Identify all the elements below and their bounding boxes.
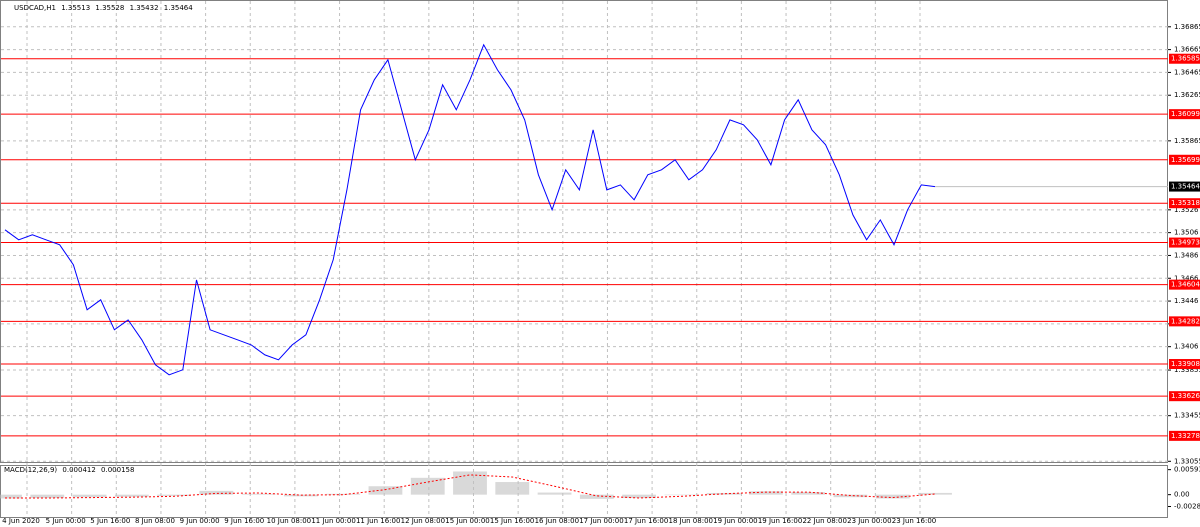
x-tick-label: 23 Jun 00:00: [847, 517, 891, 525]
macd-value: 0.000412: [62, 466, 95, 474]
x-tick-label: 9 Jun 00:00: [180, 517, 220, 525]
level-label: 1.35699: [1171, 156, 1200, 164]
current-price-bg: [1169, 181, 1200, 192]
y-tick-label: 1.33455: [1174, 412, 1200, 420]
signal-value: 0.000158: [101, 466, 134, 474]
level-label-bg: [1169, 279, 1200, 290]
x-tick-label: 17 Jun 00:00: [579, 517, 623, 525]
macd-bar: [664, 494, 699, 496]
macd-bar: [326, 493, 361, 495]
macd-bar: [368, 486, 403, 495]
y-tick-label: 1.3466: [1174, 274, 1199, 282]
macd-bar: [579, 494, 614, 499]
close: 1.35464: [164, 4, 193, 12]
macd-bar: [72, 494, 107, 498]
x-tick-label: 9 Jun 16:00: [224, 517, 264, 525]
level-label-bg: [1169, 53, 1200, 64]
level-label: 1.33908: [1171, 360, 1200, 368]
x-tick-label: 11 Jun 16:00: [356, 517, 400, 525]
x-tick-label: 15 Jun 16:00: [490, 517, 534, 525]
y-tick-label: 1.3526: [1174, 206, 1199, 214]
y-tick-label: 1.35865: [1174, 137, 1200, 145]
x-tick-label: 10 Jun 08:00: [267, 517, 311, 525]
main-panel: [0, 0, 1168, 463]
macd-bar: [537, 492, 572, 495]
x-tick-label: 16 Jun 08:00: [535, 517, 579, 525]
y-tick-label: 1.33855: [1174, 366, 1200, 374]
level-label: 1.34973: [1171, 239, 1200, 247]
level-label: 1.33278: [1171, 432, 1200, 440]
x-tick-label: 19 Jun 00:00: [713, 517, 757, 525]
macd-bar: [791, 492, 826, 495]
symbol: USDCAD,H1: [14, 4, 56, 12]
level-label: 1.33626: [1171, 392, 1200, 400]
x-tick-label: 18 Jun 08:00: [669, 517, 713, 525]
y-tick-label: 1.3446: [1174, 297, 1199, 305]
x-tick-label: 22 Jun 08:00: [802, 517, 846, 525]
x-tick-label: 5 Jun 00:00: [46, 517, 86, 525]
x-tick-label: 23 Jun 16:00: [892, 517, 936, 525]
level-label: 1.36099: [1171, 110, 1200, 118]
x-tick-label: 5 Jun 16:00: [90, 517, 130, 525]
macd-bar: [0, 494, 22, 499]
macd-panel: [0, 465, 1168, 518]
level-label: 1.36585: [1171, 55, 1200, 63]
macd-bar: [918, 492, 952, 495]
y-tick-label: 1.36865: [1174, 23, 1200, 31]
current-price-label: 1.35464: [1171, 183, 1200, 191]
macd-bar: [749, 491, 783, 495]
x-tick-label: 8 Jun 08:00: [135, 517, 175, 525]
level-label-bg: [1169, 359, 1200, 370]
macd-title: MACD(12,26,9): [4, 466, 57, 474]
level-label-bg: [1169, 237, 1200, 248]
macd-bar: [453, 471, 487, 495]
x-tick-label: 12 Jun 08:00: [401, 517, 445, 525]
y-tick-label: 0.00: [1174, 491, 1190, 499]
macd-bar: [706, 492, 741, 495]
level-label-bg: [1169, 430, 1200, 441]
level-label-bg: [1169, 198, 1200, 209]
x-tick-label: 11 Jun 00:00: [311, 517, 355, 525]
level-label-bg: [1169, 391, 1200, 402]
macd-bar: [199, 490, 234, 495]
macd-bar: [114, 494, 149, 497]
price-line: [4, 43, 936, 376]
y-tick-label: 1.36665: [1174, 46, 1200, 54]
macd-bar: [622, 494, 656, 499]
high: 1.35528: [95, 4, 124, 12]
x-tick-label: 17 Jun 16:00: [624, 517, 668, 525]
level-label-bg: [1169, 154, 1200, 165]
open: 1.35513: [61, 4, 90, 12]
x-tick-label: 4 Jun 2020: [2, 517, 40, 525]
macd-header: MACD(12,26,9) 0.000412 0.000158: [4, 466, 134, 474]
macd-bar: [157, 494, 191, 496]
y-tick-label: 1.3406: [1174, 343, 1199, 351]
y-tick-label: 1.3506: [1174, 229, 1199, 237]
level-label: 1.35318: [1171, 199, 1200, 207]
y-tick-label: 1.33055: [1174, 457, 1200, 465]
level-label-bg: [1169, 109, 1200, 120]
macd-bar: [30, 494, 65, 499]
y-tick-label: -0.002813: [1174, 503, 1200, 511]
y-tick-label: 1.3486: [1174, 251, 1199, 259]
y-tick-label: 1.36265: [1174, 91, 1200, 99]
x-tick-label: 19 Jun 16:00: [758, 517, 802, 525]
y-tick-label: 1.36465: [1174, 68, 1200, 76]
macd-bar: [241, 493, 276, 495]
x-tick-label: 15 Jun 00:00: [445, 517, 489, 525]
level-label: 1.34282: [1171, 317, 1200, 325]
low: 1.35432: [130, 4, 159, 12]
macd-bar: [495, 482, 530, 495]
symbol-header: USDCAD,H1 1.35513 1.35528 1.35432 1.3546…: [14, 4, 193, 12]
level-label-bg: [1169, 316, 1200, 327]
y-tick-label: 0.005933: [1174, 466, 1200, 474]
macd-bar: [410, 477, 445, 495]
level-label: 1.34604: [1171, 281, 1200, 289]
macd-bar: [875, 494, 910, 499]
